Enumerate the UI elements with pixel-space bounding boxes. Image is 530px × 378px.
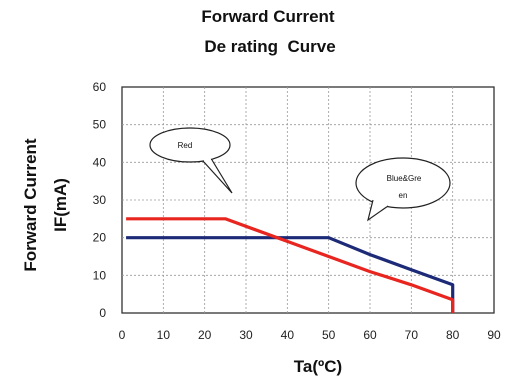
series-line-red xyxy=(126,217,455,313)
x-tick-label: 20 xyxy=(198,328,212,342)
series-line-blue-green xyxy=(126,236,455,313)
chart-title-line1: Forward Current xyxy=(201,7,335,26)
y-tick-label: 30 xyxy=(93,193,107,207)
x-tick-label: 70 xyxy=(405,328,419,342)
x-tick-label: 30 xyxy=(239,328,253,342)
y-tick-label: 40 xyxy=(93,155,107,169)
callout-red: Red xyxy=(149,127,233,194)
x-tick-label: 60 xyxy=(363,328,377,342)
chart-title-line2: De rating Curve xyxy=(204,37,335,56)
y-axis-label-line1: Forward Current xyxy=(21,138,40,272)
y-tick-label: 0 xyxy=(99,306,106,320)
callout-red-label: Red xyxy=(178,141,193,150)
x-tick-label: 40 xyxy=(281,328,295,342)
y-tick-labels: 0 10 20 30 40 50 60 xyxy=(93,80,107,320)
x-tick-label: 80 xyxy=(446,328,460,342)
callout-blue-green-pointer xyxy=(367,199,389,222)
x-tick-labels: 0 10 20 30 40 50 60 70 80 90 xyxy=(119,328,501,342)
callout-red-pointer xyxy=(202,159,233,194)
x-tick-label: 90 xyxy=(487,328,501,342)
x-tick-label: 50 xyxy=(322,328,336,342)
callout-blue-green: Blue&Gre en xyxy=(355,157,451,222)
x-tick-label: 0 xyxy=(119,328,126,342)
y-tick-label: 20 xyxy=(93,231,107,245)
callout-blue-green-label-line2: en xyxy=(399,191,408,200)
y-axis-label-line2: IF(mA) xyxy=(51,178,70,232)
y-tick-label: 50 xyxy=(93,118,107,132)
y-tick-label: 60 xyxy=(93,80,107,94)
callout-red-bubble xyxy=(149,127,231,163)
x-tick-label: 10 xyxy=(157,328,171,342)
series-layer xyxy=(126,217,455,313)
x-axis-label: Ta(ºC) xyxy=(294,357,342,376)
callout-blue-green-label-line1: Blue&Gre xyxy=(387,174,422,183)
y-tick-label: 10 xyxy=(93,268,107,282)
callout-blue-green-bubble xyxy=(355,157,451,209)
